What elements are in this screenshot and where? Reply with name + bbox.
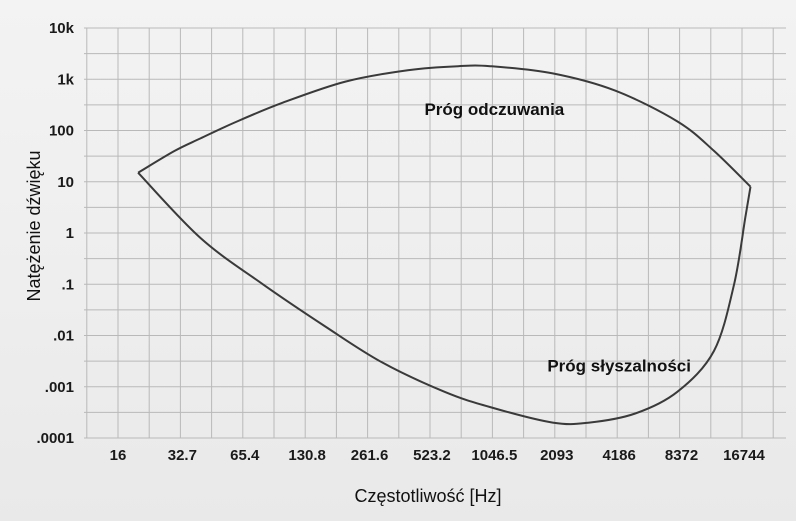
x-tick-label: 523.2 <box>413 447 451 464</box>
y-tick-label: .01 <box>53 328 74 345</box>
y-tick-label: 1 <box>66 225 74 242</box>
y-tick-label: .0001 <box>36 430 74 447</box>
y-tick-label: .1 <box>61 276 74 293</box>
x-tick-label: 1046.5 <box>471 447 517 464</box>
y-tick-labels: .0001 .001 .01 .1 1 10 100 1k 10k <box>36 20 74 447</box>
y-tick-label: 100 <box>49 123 74 140</box>
pain-threshold-line <box>137 64 752 188</box>
y-tick-label: 10k <box>49 20 75 37</box>
x-tick-label: 261.6 <box>351 447 389 464</box>
series-lines <box>137 64 752 426</box>
y-tick-label: 10 <box>57 174 74 191</box>
x-tick-label: 32.7 <box>168 447 197 464</box>
x-tick-label: 8372 <box>665 447 698 464</box>
y-tick-label: 1k <box>57 71 74 88</box>
x-tick-label: 2093 <box>540 447 573 464</box>
x-tick-label: 4186 <box>602 447 635 464</box>
y-axis-label: Natężenie dźwięku <box>24 150 44 301</box>
x-tick-label: 65.4 <box>230 447 260 464</box>
y-tick-label: .001 <box>45 379 74 396</box>
x-tick-label: 16744 <box>723 447 765 464</box>
hearing-threshold-line <box>137 172 752 426</box>
annotations: Próg odczuwania Próg słyszalności <box>424 100 691 375</box>
x-axis-label: Częstotliwość [Hz] <box>354 486 501 506</box>
grid <box>84 27 786 439</box>
x-tick-label: 130.8 <box>288 447 326 464</box>
pain-threshold-label: Próg odczuwania <box>424 100 564 119</box>
x-tick-labels: 16 32.7 65.4 130.8 261.6 523.2 1046.5 2093 4186 8… <box>110 447 766 464</box>
hearing-threshold-label: Próg słyszalności <box>547 356 691 375</box>
x-tick-label: 16 <box>110 447 127 464</box>
